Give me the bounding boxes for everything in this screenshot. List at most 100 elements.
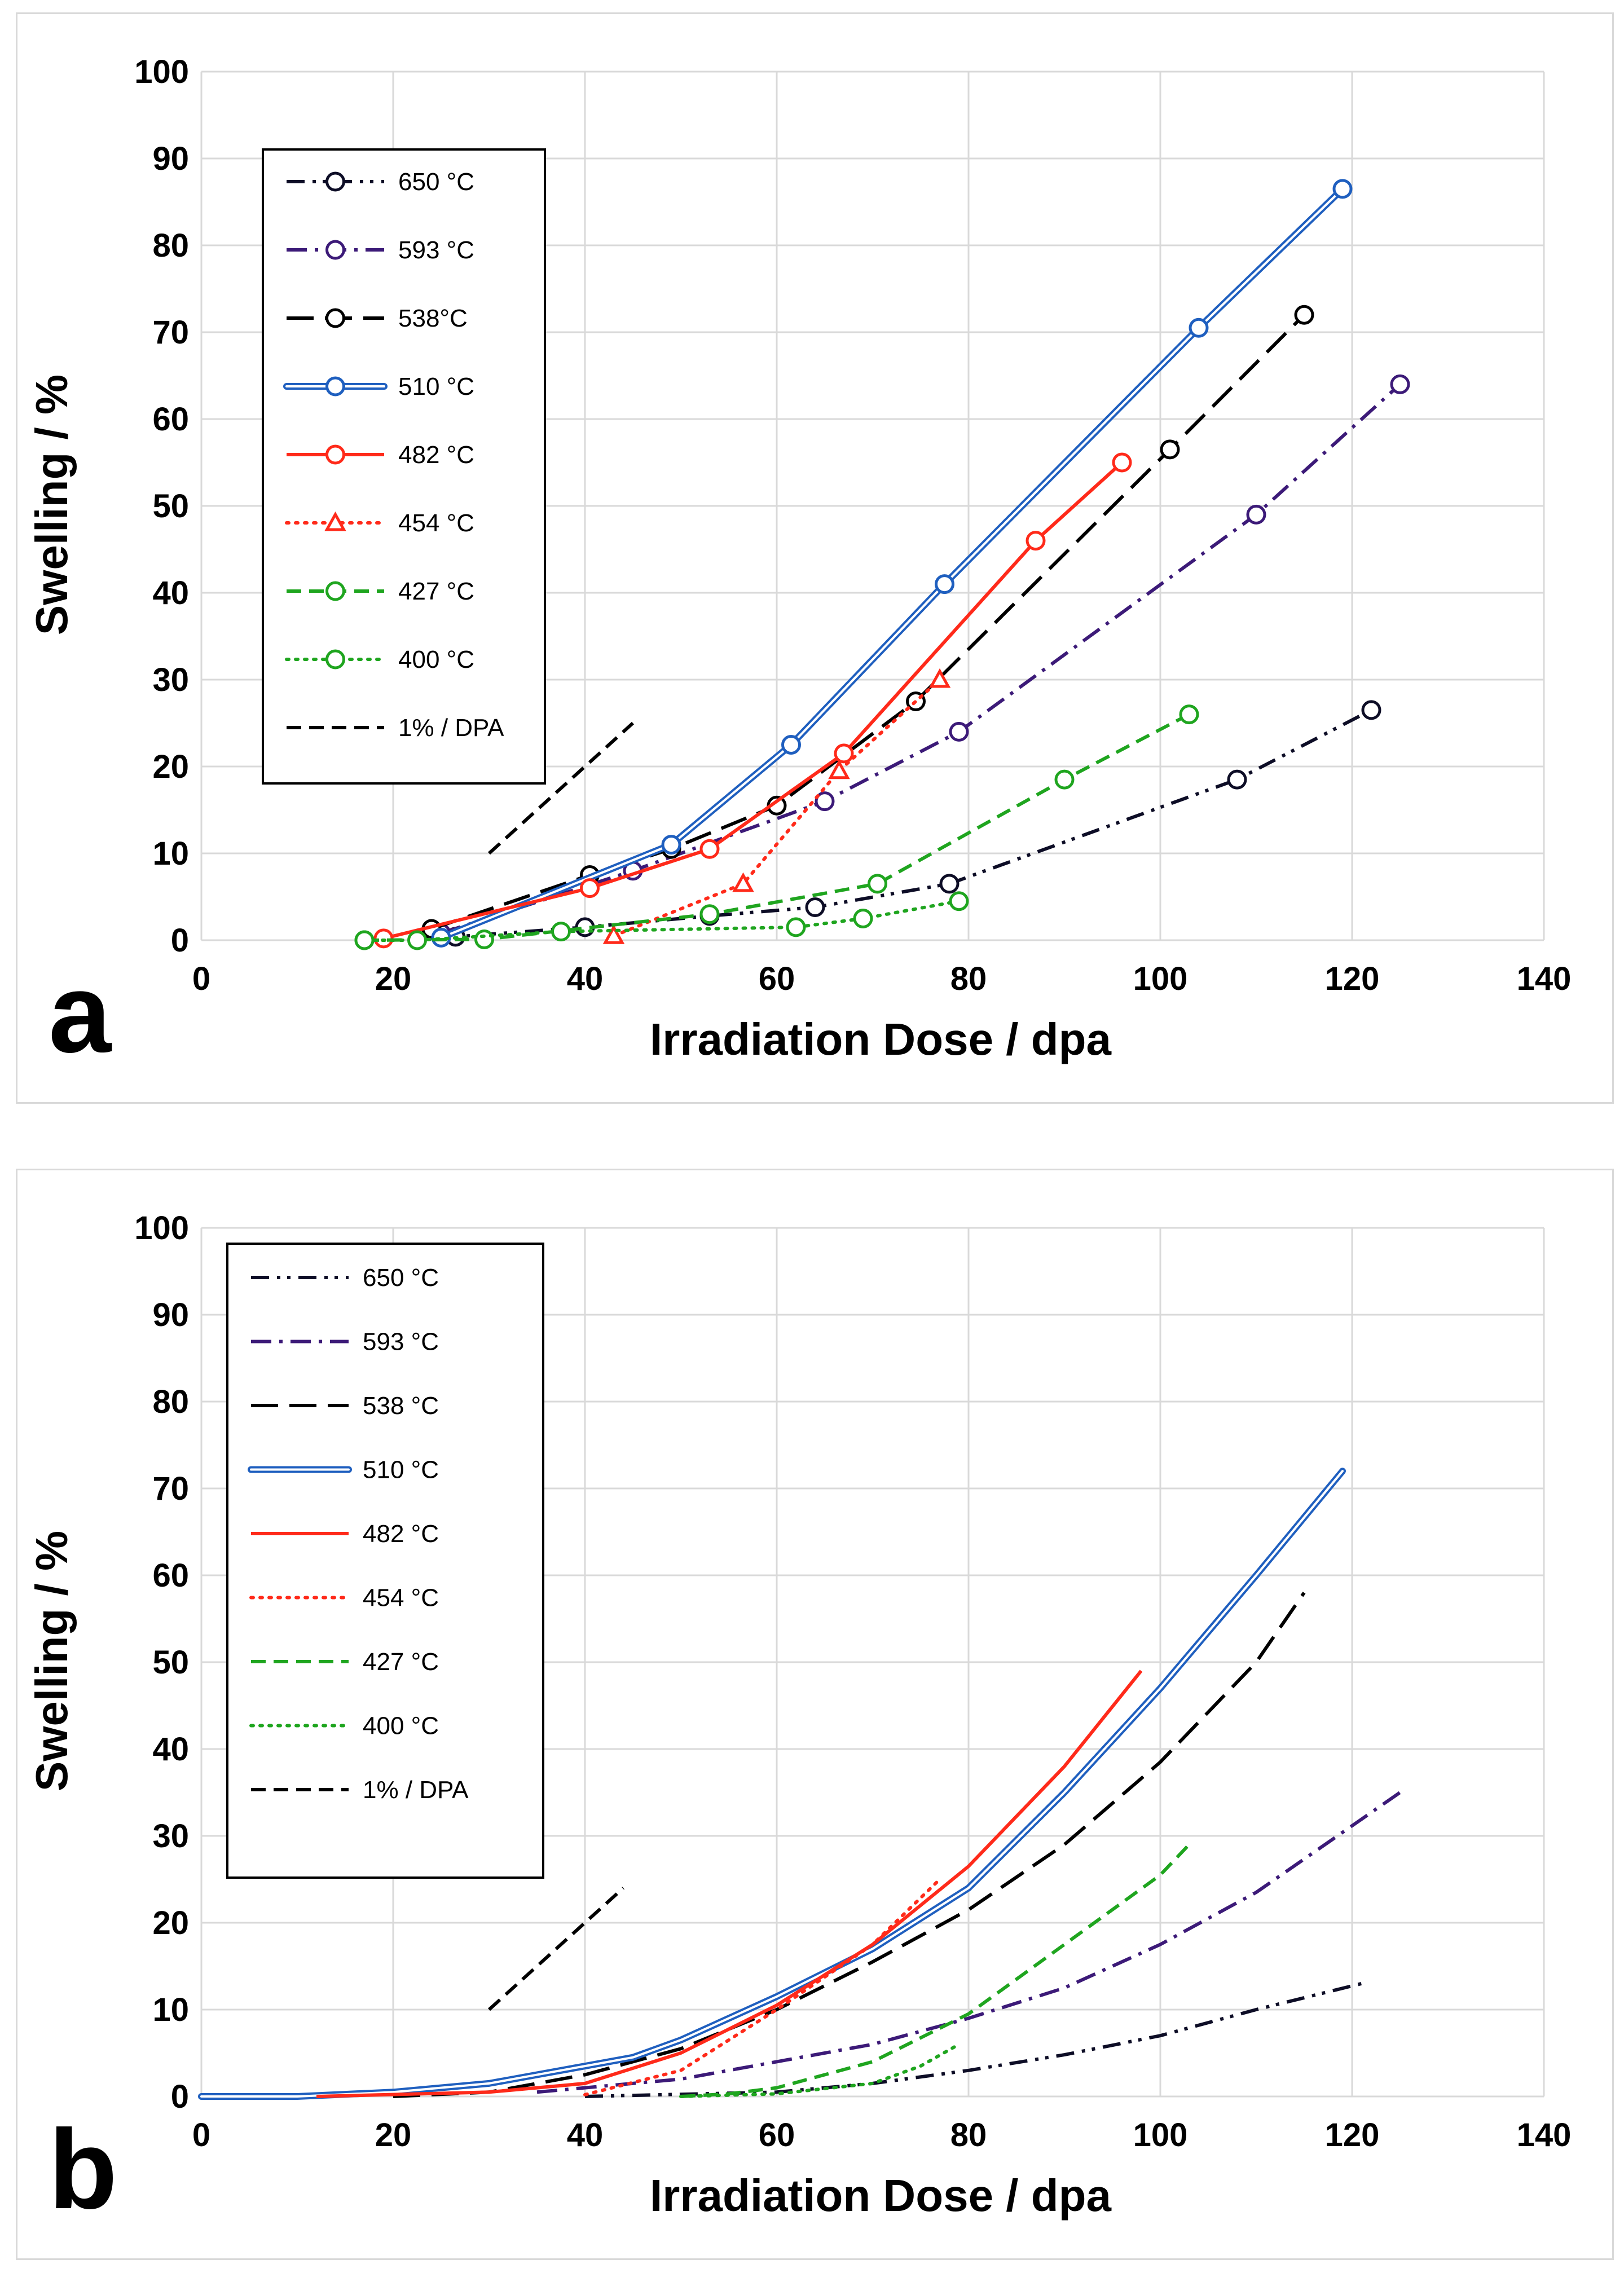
tick-labels: 0 10 20 30 40 50 60 70 80 90 100 0 20 40 60 80 100 120 140: [134, 1210, 1571, 2153]
y-tick-label: 80: [152, 227, 189, 264]
y-tick-label: 60: [152, 1557, 189, 1594]
series-line: [536, 1791, 1401, 2094]
legend-entry: 427 °C: [287, 578, 474, 605]
series-2: [421, 305, 1314, 939]
legend-entry: 510 °C: [248, 1456, 439, 1484]
chart-panel-a: 0 10 20 30 40 50 60 70 80 90 100 0 20 40 60 80 100 120 140…: [16, 12, 1614, 1104]
legend-entry: 400 °C: [285, 646, 474, 673]
data-point: [1026, 531, 1046, 551]
x-tick-label: 0: [192, 2117, 210, 2153]
y-tick-label: 10: [152, 835, 189, 872]
y-tick-label: 60: [152, 401, 189, 438]
legend-label: 510 °C: [398, 373, 474, 400]
data-point: [935, 574, 954, 594]
series-4: [316, 1669, 1143, 2098]
legend-marker: [325, 376, 345, 397]
data-point: [786, 917, 806, 937]
y-tick-label: 80: [152, 1384, 189, 1420]
series-line-inner: [440, 187, 1344, 939]
data-point: [699, 839, 720, 859]
data-point: [354, 930, 375, 950]
legend-label: 1% / DPA: [363, 1776, 469, 1804]
series-1: [431, 374, 1410, 944]
y-tick-label: 40: [152, 575, 189, 611]
legend-label: 482 °C: [363, 1520, 439, 1548]
y-tick-label: 30: [152, 662, 189, 698]
legend-marker: [324, 511, 346, 531]
data-point: [1112, 452, 1132, 473]
legend-entry: 1% / DPA: [287, 714, 504, 742]
series-line: [612, 678, 941, 938]
series-line: [431, 314, 1306, 931]
y-axis-title: Swelling / %: [27, 1531, 77, 1791]
series-5: [602, 668, 951, 944]
legend-entry: 650 °C: [251, 1264, 439, 1292]
series-7: [679, 2042, 961, 2098]
series-line: [393, 1592, 1306, 2098]
y-tick-label: 50: [152, 1644, 189, 1681]
series-0: [584, 1981, 1362, 2098]
series-line-outer: [438, 185, 1346, 941]
series-6: [680, 1843, 1191, 2098]
legend-label: 593 °C: [398, 236, 474, 264]
series-3: [431, 179, 1353, 948]
data-point: [602, 924, 625, 944]
y-tick-label: 90: [152, 1297, 189, 1333]
series-line: [441, 383, 1402, 935]
series-line: [487, 1887, 625, 2011]
series-line: [583, 1878, 941, 2096]
data-point: [1054, 769, 1075, 790]
series-5: [583, 1878, 941, 2096]
x-tick-label: 0: [192, 961, 210, 997]
x-tick-label: 80: [950, 2117, 987, 2153]
series-lines: [354, 179, 1410, 950]
legend-label: 400 °C: [363, 1712, 439, 1740]
legend-entry: 538°C: [287, 305, 468, 332]
legend-box: [226, 1243, 544, 1879]
legend-entry: 482 °C: [251, 1520, 439, 1548]
legend-entry: 400 °C: [249, 1712, 439, 1740]
legend-label: 427 °C: [363, 1648, 439, 1676]
legend-entry: 427 °C: [251, 1648, 439, 1676]
series-line: [680, 1843, 1191, 2098]
legend-label: 1% / DPA: [398, 714, 504, 742]
data-point: [431, 927, 451, 948]
data-point: [1390, 374, 1410, 394]
legend-marker: [325, 444, 345, 465]
data-point: [834, 743, 854, 764]
series-line: [316, 1669, 1143, 2098]
legend-label: 650 °C: [398, 168, 474, 196]
series-line: [584, 1981, 1362, 2098]
data-point: [949, 721, 969, 742]
legend-entry: 650 °C: [287, 168, 474, 196]
panel-letter: b: [49, 2107, 117, 2232]
x-axis-title: Irradiation Dose / dpa: [650, 2170, 1111, 2221]
data-point: [407, 930, 427, 950]
legend-label: 538°C: [398, 305, 468, 332]
x-tick-label: 20: [375, 961, 412, 997]
data-point: [949, 891, 969, 911]
y-tick-label: 0: [171, 922, 189, 959]
legend-marker: [325, 649, 345, 669]
series-line: [364, 712, 1190, 942]
panel-letter: a: [49, 950, 112, 1076]
legend-entry: 538 °C: [251, 1392, 439, 1420]
chart-b-svg: 0 10 20 30 40 50 60 70 80 90 100 0 20 40 60 80 100 120 140…: [27, 1210, 1571, 2232]
series-line: [383, 461, 1124, 940]
legend-entry: 510 °C: [283, 373, 474, 400]
series-7: [354, 891, 969, 950]
data-point: [1160, 439, 1180, 460]
series-lines: [198, 1468, 1401, 2100]
legend-label: 510 °C: [363, 1456, 439, 1484]
data-point: [1246, 504, 1266, 525]
legend-entry: 454 °C: [285, 509, 474, 537]
chart-panel-b: 0 10 20 30 40 50 60 70 80 90 100 0 20 40 60 80 100 120 140…: [16, 1169, 1614, 2260]
legend-marker: [325, 581, 345, 601]
chart-a-svg: 0 10 20 30 40 50 60 70 80 90 100 0 20 40 60 80 100 120 140…: [27, 54, 1571, 1076]
data-point: [1179, 704, 1199, 725]
y-tick-label: 10: [152, 1992, 189, 2028]
legend: 650 °C 593 °C 538 °C 510 °C 482 °C 454 °C 427 …: [226, 1243, 544, 1879]
data-point: [805, 897, 825, 917]
x-tick-label: 120: [1325, 961, 1380, 997]
series-8: [487, 721, 635, 855]
